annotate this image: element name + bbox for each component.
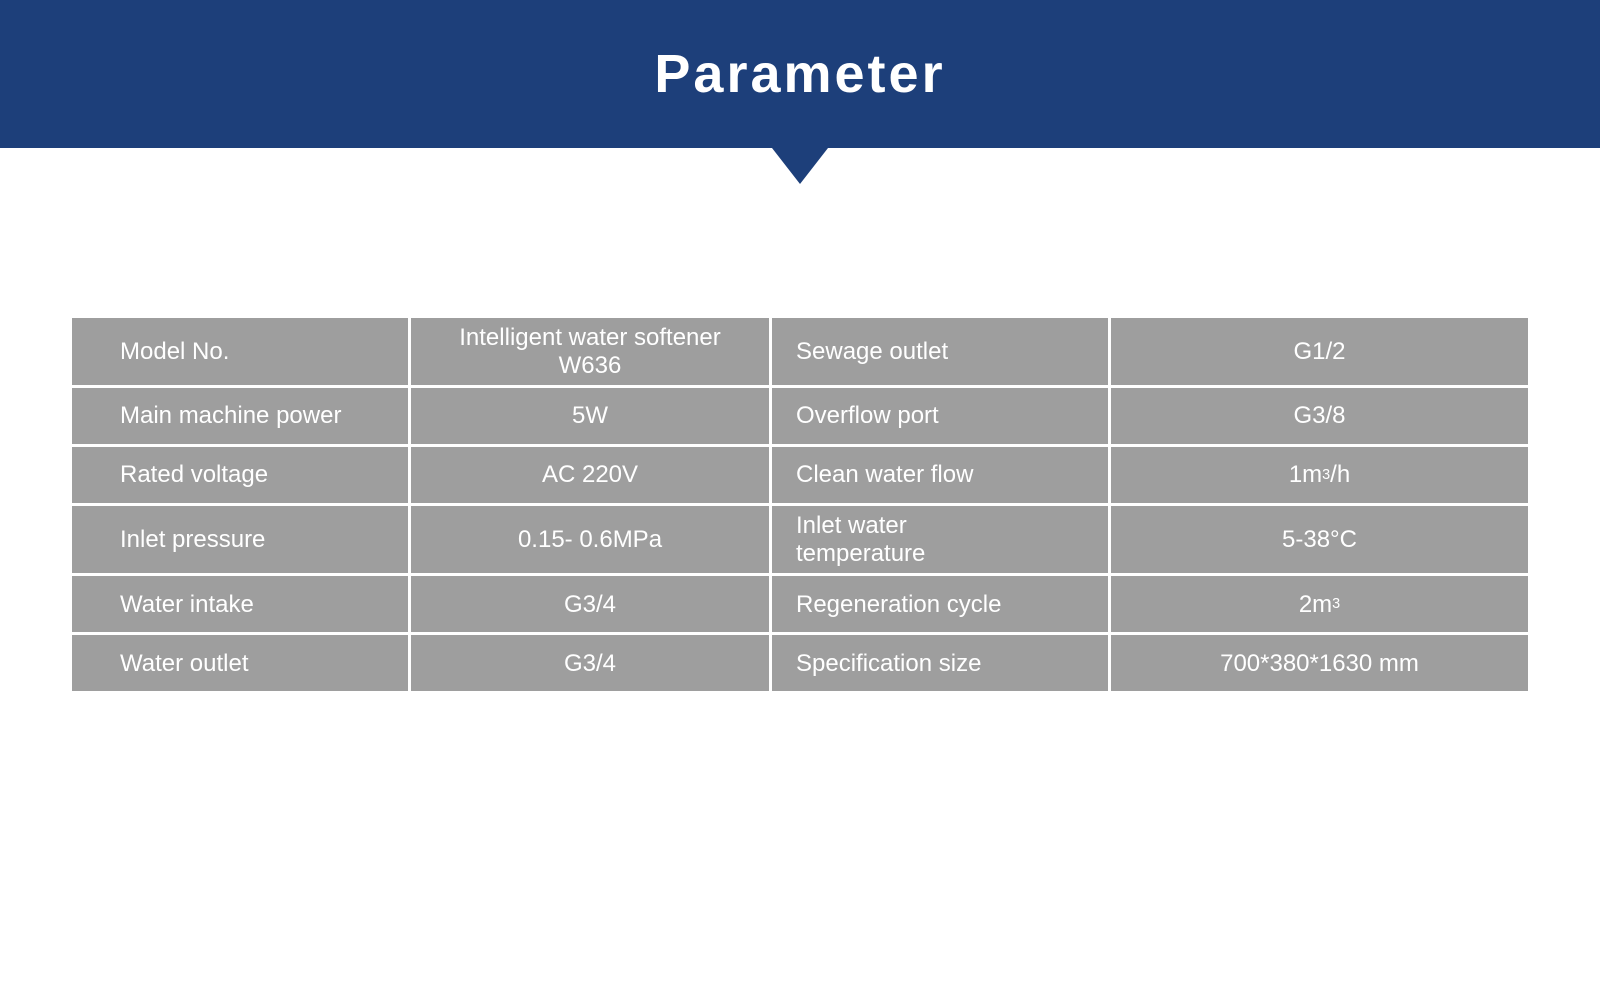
parameter-table-container: Model No.Intelligent water softenerW636S… <box>72 318 1528 691</box>
param-label: Inlet watertemperature <box>772 506 1108 573</box>
param-label: Clean water flow <box>772 447 1108 503</box>
header-banner: Parameter <box>0 0 1600 148</box>
param-value: G3/4 <box>411 635 769 691</box>
param-value: Intelligent water softenerW636 <box>411 318 769 385</box>
param-value: 5-38°C <box>1111 506 1528 573</box>
param-label: Water outlet <box>72 635 408 691</box>
param-label: Model No. <box>72 318 408 385</box>
param-label: Water intake <box>72 576 408 632</box>
param-value: 1m3/h <box>1111 447 1528 503</box>
param-label: Overflow port <box>772 388 1108 444</box>
param-label: Main machine power <box>72 388 408 444</box>
param-value: 5W <box>411 388 769 444</box>
param-value: G3/8 <box>1111 388 1528 444</box>
param-value: 700*380*1630 mm <box>1111 635 1528 691</box>
param-value: AC 220V <box>411 447 769 503</box>
param-label: Sewage outlet <box>772 318 1108 385</box>
param-value: G1/2 <box>1111 318 1528 385</box>
param-label: Inlet pressure <box>72 506 408 573</box>
banner-triangle-icon <box>772 148 828 184</box>
param-value: G3/4 <box>411 576 769 632</box>
param-label: Rated voltage <box>72 447 408 503</box>
page-title: Parameter <box>654 43 945 105</box>
parameter-table: Model No.Intelligent water softenerW636S… <box>72 318 1528 691</box>
param-value: 2m3 <box>1111 576 1528 632</box>
param-value: 0.15- 0.6MPa <box>411 506 769 573</box>
param-label: Specification size <box>772 635 1108 691</box>
param-label: Regeneration cycle <box>772 576 1108 632</box>
